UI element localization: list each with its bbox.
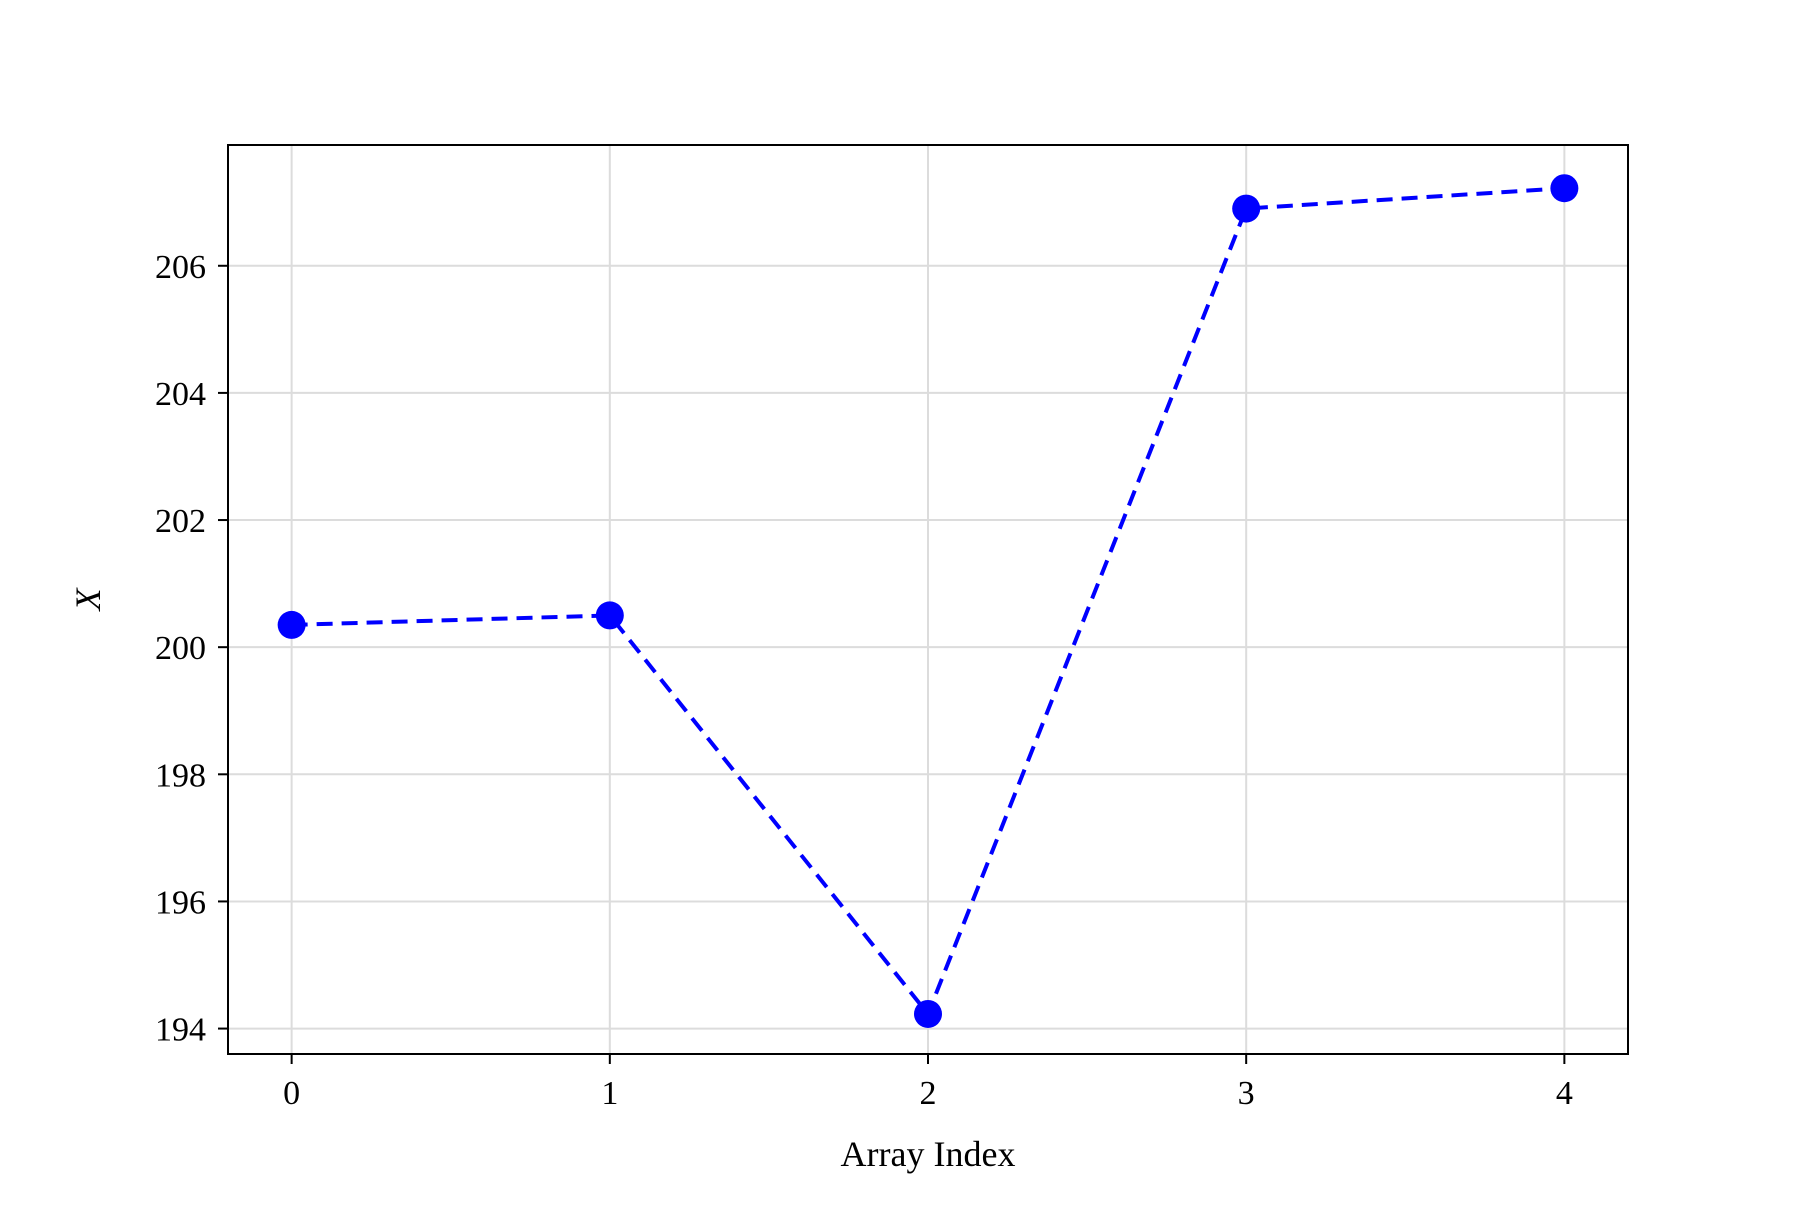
x-axis-ticks: 0 1 2 3 4: [283, 1054, 1573, 1112]
y-tick-label: 200: [155, 630, 206, 667]
grid-lines: [228, 145, 1628, 1054]
y-axis-label: X: [68, 587, 108, 613]
data-point: [914, 999, 942, 1028]
data-point: [595, 601, 624, 630]
y-tick-label: 202: [155, 503, 206, 540]
x-axis-label: Array Index: [841, 1134, 1016, 1174]
x-tick-label: 3: [1238, 1075, 1255, 1112]
x-tick-label: 0: [283, 1075, 300, 1112]
y-tick-label: 196: [155, 884, 206, 921]
y-axis-ticks: 194 196 198 200 202 204 206: [155, 249, 228, 1049]
data-series: [277, 174, 1579, 1028]
y-tick-label: 194: [155, 1012, 206, 1049]
x-tick-label: 4: [1556, 1075, 1573, 1112]
y-tick-label: 204: [155, 376, 206, 413]
y-tick-label: 198: [155, 757, 206, 794]
y-tick-label: 206: [155, 249, 206, 286]
data-point: [1232, 194, 1261, 223]
data-point: [277, 610, 306, 639]
x-tick-label: 2: [920, 1075, 937, 1112]
x-tick-label: 1: [601, 1075, 618, 1112]
data-point: [1550, 174, 1579, 203]
